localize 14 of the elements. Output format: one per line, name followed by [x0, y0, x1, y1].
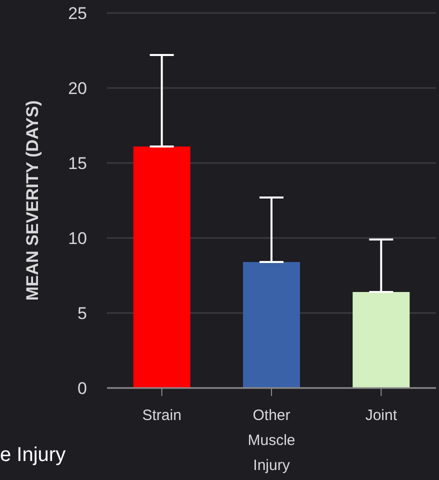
x-tick-label: Joint [365, 407, 398, 424]
y-tick-label: 20 [68, 79, 87, 98]
x-tick-label: Strain [142, 407, 182, 424]
bar [352, 292, 410, 388]
y-tick-label: 15 [68, 154, 87, 174]
y-tick-label: 25 [68, 4, 87, 24]
x-tick-label: Other Muscle Injury [248, 407, 296, 474]
y-tick-label: 10 [68, 229, 87, 248]
bar [133, 146, 190, 388]
y-tick-label: 5 [78, 304, 87, 324]
bar [242, 262, 300, 388]
y-axis-title: MEAN SEVERITY (DAYS) [23, 100, 42, 301]
text: e Injury [0, 444, 66, 467]
y-tick-label: 0 [78, 379, 87, 398]
